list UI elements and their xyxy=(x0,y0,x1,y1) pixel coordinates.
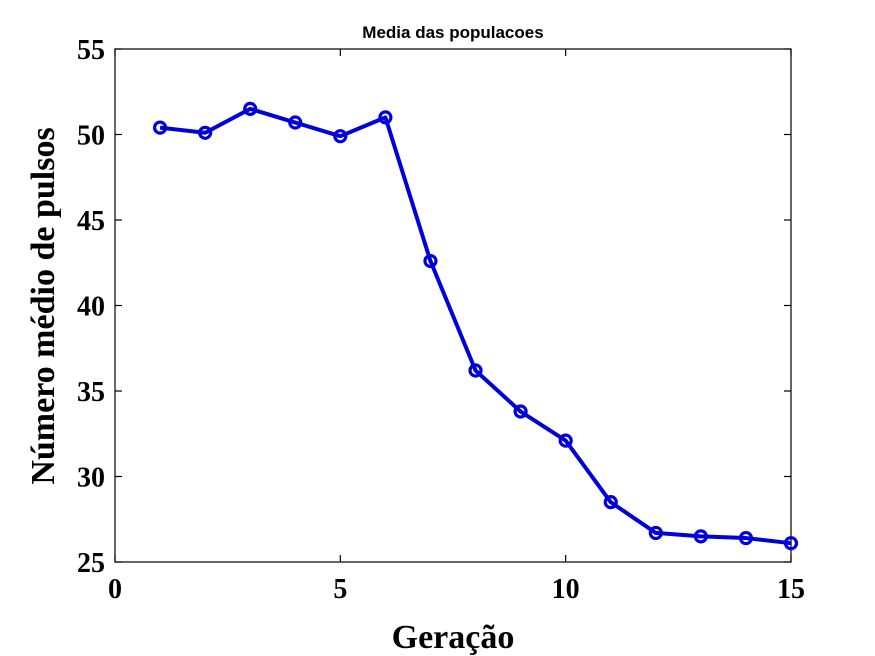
data-point xyxy=(288,115,303,130)
data-point xyxy=(198,125,213,140)
y-tick-label: 45 xyxy=(77,206,105,237)
data-series xyxy=(152,101,799,551)
x-tick-label: 0 xyxy=(108,574,122,605)
x-tick-label: 5 xyxy=(333,574,347,605)
data-point xyxy=(648,525,663,541)
y-axis-label: Número médio de pulsos xyxy=(25,127,62,484)
x-axis-label: Geração xyxy=(392,619,515,656)
y-tick-label: 25 xyxy=(77,548,105,579)
data-point xyxy=(603,495,618,510)
axis-tick-labels: 0 5 10 15 25 30 35 40 45 50 55 xyxy=(77,35,805,605)
axis-ticks xyxy=(114,48,792,563)
data-point xyxy=(468,363,483,378)
data-point xyxy=(152,120,168,135)
data-point xyxy=(738,530,754,546)
y-tick-label: 55 xyxy=(77,35,105,66)
y-tick-label: 35 xyxy=(77,377,105,408)
x-tick-label: 10 xyxy=(552,574,580,605)
data-point xyxy=(513,404,528,419)
data-point xyxy=(378,110,393,125)
y-tick-label: 30 xyxy=(77,463,105,494)
chart-title: Media das populacoes xyxy=(362,23,543,42)
data-point xyxy=(243,101,258,116)
data-point xyxy=(783,536,799,551)
y-tick-label: 40 xyxy=(77,292,105,323)
data-point xyxy=(333,129,348,144)
y-tick-label: 50 xyxy=(77,121,105,152)
data-point xyxy=(693,529,708,544)
data-point xyxy=(558,433,573,448)
series-line xyxy=(159,106,792,546)
x-tick-label: 15 xyxy=(777,574,805,605)
data-point xyxy=(423,253,438,269)
